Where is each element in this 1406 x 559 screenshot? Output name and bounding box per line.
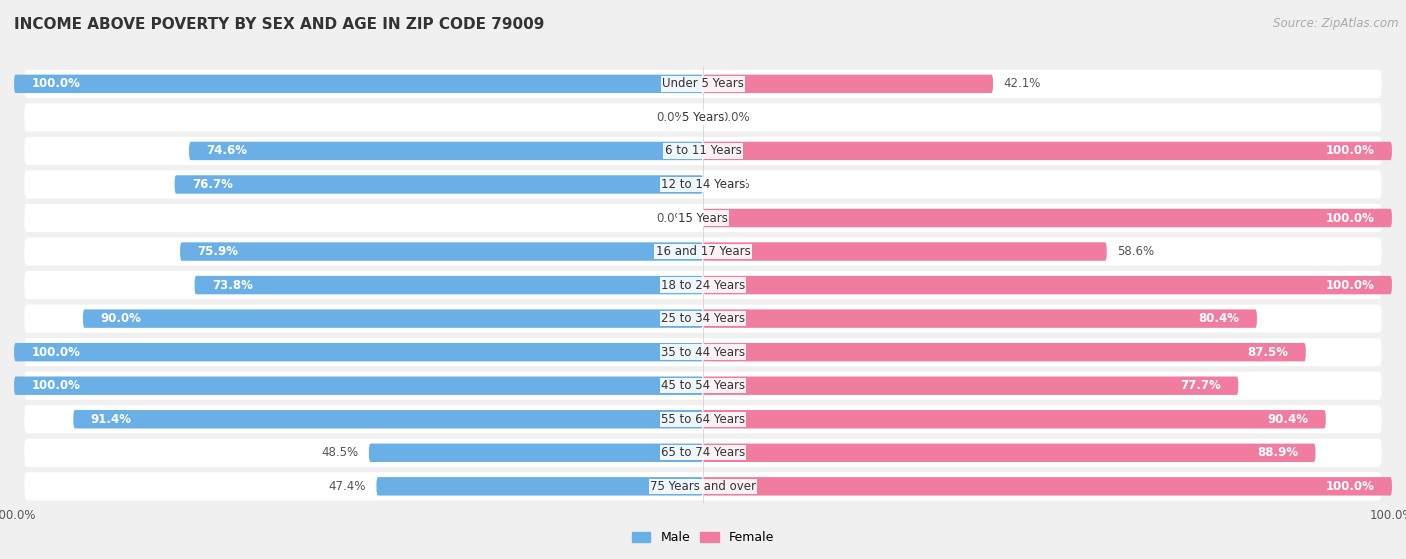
Text: 0.0%: 0.0% bbox=[720, 178, 749, 191]
Text: 0.0%: 0.0% bbox=[657, 111, 686, 124]
Text: 73.8%: 73.8% bbox=[212, 278, 253, 292]
Text: 91.4%: 91.4% bbox=[90, 413, 132, 426]
Text: 0.0%: 0.0% bbox=[720, 111, 749, 124]
Text: 77.7%: 77.7% bbox=[1180, 379, 1220, 392]
Text: 80.4%: 80.4% bbox=[1199, 312, 1240, 325]
FancyBboxPatch shape bbox=[703, 310, 1257, 328]
Text: 100.0%: 100.0% bbox=[31, 77, 80, 91]
FancyBboxPatch shape bbox=[24, 372, 1382, 400]
Text: 65 to 74 Years: 65 to 74 Years bbox=[661, 446, 745, 459]
Text: 42.1%: 42.1% bbox=[1004, 77, 1040, 91]
FancyBboxPatch shape bbox=[24, 170, 1382, 198]
Text: Under 5 Years: Under 5 Years bbox=[662, 77, 744, 91]
FancyBboxPatch shape bbox=[24, 103, 1382, 131]
FancyBboxPatch shape bbox=[703, 142, 1392, 160]
FancyBboxPatch shape bbox=[174, 175, 703, 193]
Text: 74.6%: 74.6% bbox=[207, 144, 247, 158]
FancyBboxPatch shape bbox=[703, 276, 1392, 294]
Text: 100.0%: 100.0% bbox=[1326, 144, 1375, 158]
FancyBboxPatch shape bbox=[14, 377, 703, 395]
FancyBboxPatch shape bbox=[24, 405, 1382, 433]
Text: 76.7%: 76.7% bbox=[191, 178, 232, 191]
Text: 90.4%: 90.4% bbox=[1268, 413, 1309, 426]
Text: 35 to 44 Years: 35 to 44 Years bbox=[661, 345, 745, 359]
FancyBboxPatch shape bbox=[703, 243, 1107, 260]
Text: 5 Years: 5 Years bbox=[682, 111, 724, 124]
FancyBboxPatch shape bbox=[377, 477, 703, 496]
Text: 0.0%: 0.0% bbox=[657, 211, 686, 225]
FancyBboxPatch shape bbox=[188, 142, 703, 160]
Text: 100.0%: 100.0% bbox=[1326, 278, 1375, 292]
FancyBboxPatch shape bbox=[24, 271, 1382, 299]
Text: 88.9%: 88.9% bbox=[1257, 446, 1298, 459]
Text: 6 to 11 Years: 6 to 11 Years bbox=[665, 144, 741, 158]
FancyBboxPatch shape bbox=[24, 305, 1382, 333]
Text: 87.5%: 87.5% bbox=[1247, 345, 1289, 359]
FancyBboxPatch shape bbox=[703, 74, 993, 93]
FancyBboxPatch shape bbox=[14, 343, 703, 362]
Text: 100.0%: 100.0% bbox=[1326, 211, 1375, 225]
Text: 48.5%: 48.5% bbox=[322, 446, 359, 459]
Text: 45 to 54 Years: 45 to 54 Years bbox=[661, 379, 745, 392]
FancyBboxPatch shape bbox=[24, 338, 1382, 366]
Text: 47.4%: 47.4% bbox=[329, 480, 366, 493]
FancyBboxPatch shape bbox=[180, 243, 703, 260]
FancyBboxPatch shape bbox=[24, 137, 1382, 165]
Text: INCOME ABOVE POVERTY BY SEX AND AGE IN ZIP CODE 79009: INCOME ABOVE POVERTY BY SEX AND AGE IN Z… bbox=[14, 17, 544, 32]
FancyBboxPatch shape bbox=[368, 444, 703, 462]
FancyBboxPatch shape bbox=[703, 209, 1392, 227]
Text: 100.0%: 100.0% bbox=[31, 345, 80, 359]
Text: Source: ZipAtlas.com: Source: ZipAtlas.com bbox=[1274, 17, 1399, 30]
Text: 12 to 14 Years: 12 to 14 Years bbox=[661, 178, 745, 191]
FancyBboxPatch shape bbox=[703, 343, 1306, 362]
Text: 100.0%: 100.0% bbox=[1326, 480, 1375, 493]
FancyBboxPatch shape bbox=[194, 276, 703, 294]
FancyBboxPatch shape bbox=[703, 477, 1392, 496]
Text: 58.6%: 58.6% bbox=[1116, 245, 1154, 258]
FancyBboxPatch shape bbox=[24, 70, 1382, 98]
FancyBboxPatch shape bbox=[703, 410, 1326, 429]
FancyBboxPatch shape bbox=[73, 410, 703, 429]
FancyBboxPatch shape bbox=[24, 204, 1382, 232]
Legend: Male, Female: Male, Female bbox=[627, 526, 779, 549]
Text: 55 to 64 Years: 55 to 64 Years bbox=[661, 413, 745, 426]
Text: 75.9%: 75.9% bbox=[197, 245, 239, 258]
Text: 25 to 34 Years: 25 to 34 Years bbox=[661, 312, 745, 325]
FancyBboxPatch shape bbox=[24, 472, 1382, 500]
FancyBboxPatch shape bbox=[14, 74, 703, 93]
Text: 100.0%: 100.0% bbox=[31, 379, 80, 392]
FancyBboxPatch shape bbox=[24, 238, 1382, 266]
Text: 16 and 17 Years: 16 and 17 Years bbox=[655, 245, 751, 258]
Text: 90.0%: 90.0% bbox=[100, 312, 141, 325]
FancyBboxPatch shape bbox=[83, 310, 703, 328]
Text: 75 Years and over: 75 Years and over bbox=[650, 480, 756, 493]
Text: 18 to 24 Years: 18 to 24 Years bbox=[661, 278, 745, 292]
FancyBboxPatch shape bbox=[703, 377, 1239, 395]
FancyBboxPatch shape bbox=[703, 444, 1316, 462]
FancyBboxPatch shape bbox=[24, 439, 1382, 467]
Text: 15 Years: 15 Years bbox=[678, 211, 728, 225]
